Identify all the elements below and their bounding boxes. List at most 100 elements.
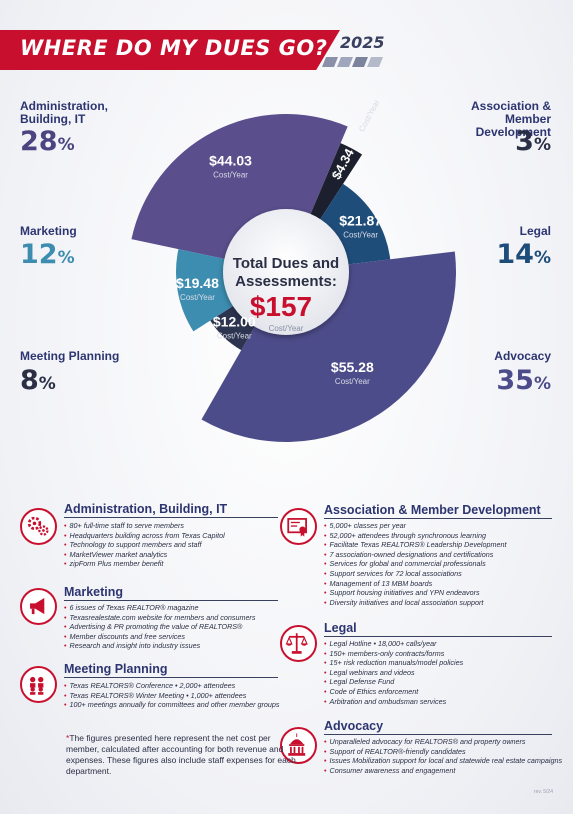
advocacy-section-title: Advocacy: [324, 719, 384, 733]
advocacy-side-label: Advocacy: [494, 349, 551, 363]
association-list: 5,000+ classes per year52,000+ attendees…: [324, 521, 507, 608]
association-list-item: Management of 13 MBM boards: [324, 579, 506, 589]
total-unit: Cost/Year: [269, 324, 304, 333]
page-title: WHERE DO MY DUES GO?: [20, 36, 328, 60]
advocacy-percent: 35%: [496, 365, 551, 396]
footnote-star: *: [66, 733, 70, 743]
marketing-list-item: Texasrealestate.com website for members …: [64, 613, 256, 623]
advocacy-list-item: Consumer awareness and engagement: [324, 766, 562, 776]
legal-list-item: Code of Ethics enforcement: [324, 687, 463, 697]
scales-icon: [280, 625, 317, 662]
marketing-list-item: 6 issues of Texas REALTOR® magazine: [64, 603, 255, 613]
year-label: 2025: [340, 33, 385, 52]
footnote: *The figures presented here represent th…: [66, 733, 296, 777]
meeting-list: Texas REALTORS® Conference • 2,000+ atte…: [64, 681, 280, 710]
slice-unit-label: Cost/Year: [217, 331, 252, 340]
slice-label-group: $12.00 Cost/Year: [213, 313, 256, 340]
slice-label-group: $55.28 Cost/Year: [331, 359, 374, 386]
marketing-section-title: Marketing: [64, 585, 124, 599]
association-side-label: Association & Member Development: [470, 99, 551, 139]
association-percent: 3%: [515, 126, 551, 157]
slice-value-label: $19.48: [176, 275, 219, 291]
slice-legal: [319, 183, 391, 265]
association-list-item: 7 association-owned designations and cer…: [324, 550, 506, 560]
legal-list-item: Arbitration and ombudsman services: [324, 697, 463, 707]
legal-section-rule: [324, 636, 552, 637]
association-list-item: Support services for 72 local associatio…: [324, 569, 506, 579]
association-list-item: Diversity initiatives and local associat…: [324, 598, 506, 608]
admin-section-rule: [64, 517, 278, 518]
slice-value-label: $12.00: [213, 313, 256, 329]
slice-unit-label: Cost/Year: [180, 293, 215, 302]
total-amount: $157: [250, 291, 312, 322]
association-list-item: 5,000+ classes per year: [324, 521, 506, 531]
admin-list: 80+ full-time staff to serve membersHead…: [64, 521, 225, 569]
admin-section-title: Administration, Building, IT: [64, 502, 228, 516]
decorative-stripes: [322, 57, 383, 67]
meeting-percent: 8%: [20, 365, 56, 396]
legal-list-item: 15+ risk reduction manuals/model policie…: [324, 658, 464, 668]
legal-list-item: 150+ members-only contracts/forms: [324, 649, 463, 659]
center-line2: Assessments:: [235, 273, 337, 290]
association-list-item: Services for global and commercial profe…: [324, 559, 506, 569]
marketing-list: 6 issues of Texas REALTOR® magazineTexas…: [64, 603, 256, 651]
administration-list-item: Headquarters building across from Texas …: [64, 531, 225, 541]
legal-percent: 14%: [496, 239, 551, 270]
association-section-rule: [324, 518, 552, 519]
slice-meeting-planning: [210, 305, 256, 351]
slice-marketing: [176, 249, 234, 332]
slice-value-label: $21.87: [339, 212, 382, 228]
administration-list-item: 80+ full-time staff to serve members: [64, 521, 225, 531]
certificate-icon: [280, 508, 317, 545]
administration-list-item: MarketViewer market analytics: [64, 550, 225, 560]
association-list-item: Support housing initiatives and YPN ende…: [324, 588, 506, 598]
marketing-list-item: Member discounts and free services: [64, 632, 255, 642]
advocacy-list-item: Unparalleled advocacy for REALTORS® and …: [324, 737, 562, 747]
meeting-side-label: Meeting Planning: [20, 349, 120, 363]
legal-list-item: Legal Hotline • 18,000+ calls/year: [324, 639, 463, 649]
legal-section-title: Legal: [324, 621, 357, 635]
legal-side-label: Legal: [519, 224, 551, 238]
meeting-list-item: Texas REALTORS® Conference • 2,000+ atte…: [64, 681, 279, 691]
slice-unit-label: Cost/Year: [357, 98, 381, 133]
administration-list-item: zipForm Plus member benefit: [64, 559, 225, 569]
meeting-section-title: Meeting Planning: [64, 662, 168, 676]
slice-unit-label: Cost/Year: [335, 377, 370, 386]
advocacy-section-rule: [324, 734, 552, 735]
administration-list-item: Technology to support members and staff: [64, 540, 225, 550]
slice-value-label: $55.28: [331, 359, 374, 375]
gears-icon: [20, 508, 57, 545]
legal-list-item: Legal webinars and videos: [324, 668, 463, 678]
slice-unit-label: Cost/Year: [213, 171, 248, 180]
association-section-title: Association & Member Development: [324, 503, 541, 517]
marketing-section-rule: [64, 600, 278, 601]
advocacy-list-item: Support of REALTOR®-friendly candidates: [324, 747, 562, 757]
marketing-list-item: Research and insight into industry issue…: [64, 641, 255, 651]
association-list-item: Facilitate Texas REALTORS® Leadership De…: [324, 540, 507, 550]
megaphone-icon: [20, 588, 57, 625]
meeting-list-item: 100+ meetings annually for committees an…: [64, 700, 280, 710]
slice-label-group: $21.87 Cost/Year: [339, 212, 382, 239]
advocacy-list-item: Issues Mobilization support for local an…: [324, 756, 563, 766]
slice-unit-label: Cost/Year: [343, 230, 378, 239]
title-banner: [0, 30, 340, 70]
marketing-list-item: Advertising & PR promoting the value of …: [64, 622, 255, 632]
slice-advocacy: [201, 251, 456, 442]
admin-side-label: Administration, Building, IT: [20, 99, 109, 126]
center-disc: [223, 209, 349, 335]
capitol-icon: [280, 727, 317, 764]
legal-list: Legal Hotline • 18,000+ calls/year150+ m…: [324, 639, 464, 707]
slice-value-label: $44.03: [209, 153, 252, 169]
advocacy-list: Unparalleled advocacy for REALTORS® and …: [324, 737, 563, 776]
center-line1: Total Dues and: [233, 255, 339, 272]
meeting-list-item: Texas REALTORS® Winter Meeting • 1,000+ …: [64, 691, 279, 701]
footnote-text: The figures presented here represent the…: [66, 733, 296, 776]
marketing-percent: 12%: [20, 239, 75, 270]
slice-administration-building-it: [131, 113, 348, 260]
marketing-side-label: Marketing: [20, 224, 77, 238]
slice-label-group: $44.03 Cost/Year: [209, 153, 252, 180]
association-list-item: 52,000+ attendees through synchronous le…: [324, 531, 506, 541]
admin-percent: 28%: [20, 126, 75, 157]
